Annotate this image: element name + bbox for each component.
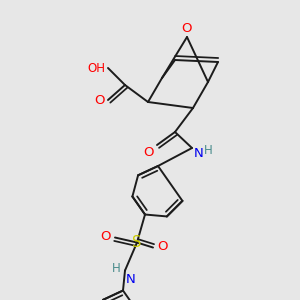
Text: O: O: [157, 240, 167, 253]
Text: H: H: [112, 262, 121, 275]
Text: S: S: [132, 235, 142, 250]
Text: O: O: [182, 22, 192, 35]
Text: O: O: [94, 94, 105, 106]
Text: O: O: [143, 146, 154, 159]
Text: H: H: [204, 144, 213, 157]
Text: N: N: [194, 147, 204, 160]
Text: O: O: [100, 230, 111, 243]
Text: OH: OH: [87, 61, 105, 74]
Text: N: N: [126, 272, 136, 286]
